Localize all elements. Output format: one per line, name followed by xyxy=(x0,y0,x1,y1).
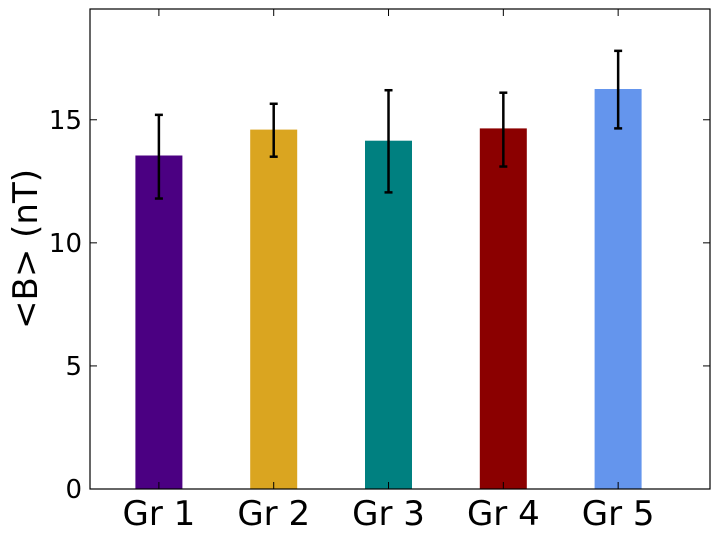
x-tick-label: Gr 1 xyxy=(123,494,196,534)
bar-5 xyxy=(594,89,642,489)
bars-group xyxy=(135,89,642,489)
tick-labels-group: Gr 1 Gr 2 Gr 3 Gr 4 Gr 5 0 5 10 15 xyxy=(49,106,655,534)
bar-1 xyxy=(135,155,183,489)
error-bar-2 xyxy=(269,102,278,158)
error-bar-3 xyxy=(384,88,393,194)
y-axis-label: <B> (nT) xyxy=(6,169,46,329)
ticks-group xyxy=(90,9,710,490)
plot-frame xyxy=(89,8,711,490)
bar-4 xyxy=(479,128,527,489)
bar-3 xyxy=(365,140,412,489)
x-tick-label: Gr 5 xyxy=(582,494,655,534)
y-tick-label: 0 xyxy=(65,475,82,505)
x-tick-label: Gr 2 xyxy=(237,494,310,534)
y-tick-label: 5 xyxy=(65,352,82,382)
error-bar-4 xyxy=(499,91,508,168)
bar-2 xyxy=(250,129,298,489)
x-tick-label: Gr 4 xyxy=(467,494,540,534)
error-bar-5 xyxy=(614,49,623,130)
error-bar-1 xyxy=(154,113,163,200)
x-tick-label: Gr 3 xyxy=(352,494,425,534)
y-tick-label: 10 xyxy=(49,229,82,259)
error-bars-group xyxy=(154,49,623,200)
y-tick-label: 15 xyxy=(49,106,82,136)
